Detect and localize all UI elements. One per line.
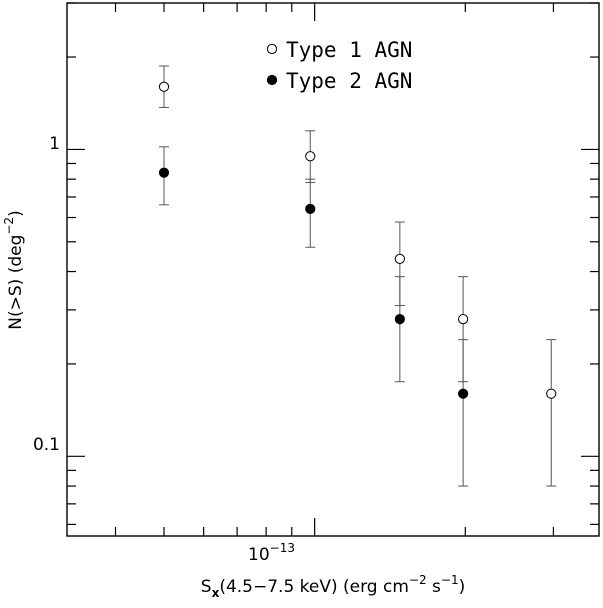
y-axis-title: N(>S) (deg−2) xyxy=(2,210,26,329)
series-2 xyxy=(158,146,469,487)
x-title-mid2: s xyxy=(427,577,441,597)
legend-label: Type 2 AGN xyxy=(286,69,412,93)
data-point xyxy=(458,388,469,399)
data-point xyxy=(458,313,469,325)
x-title-mid: (4.5−7.5 keV) (erg cm xyxy=(219,577,409,597)
legend-marker xyxy=(266,43,278,55)
x-axis-ticks xyxy=(114,3,555,536)
x-tick-label: 10−13 xyxy=(248,541,295,565)
legend: Type 1 AGN Type 2 AGN xyxy=(266,38,412,93)
x-title-sub: x xyxy=(212,586,220,600)
x-tick-label-base: 10 xyxy=(248,545,270,565)
y-axis-ticks xyxy=(67,2,599,526)
data-point xyxy=(158,167,170,178)
y-title-main: N(>S) (deg xyxy=(6,235,26,330)
series-layer xyxy=(158,65,557,487)
y-title-exp: −2 xyxy=(2,217,16,235)
data-point xyxy=(305,203,316,215)
y-tick-label-1: 1 xyxy=(49,134,60,154)
x-axis-title: Sx(4.5−7.5 keV) (erg cm−2 s−1) xyxy=(201,573,465,600)
x-title-exp2: −1 xyxy=(441,573,459,587)
y-tick-label-0.1: 0.1 xyxy=(33,435,60,455)
plot-frame xyxy=(66,2,600,537)
legend-marker xyxy=(266,74,278,86)
y-title-suffix: ) xyxy=(6,210,26,217)
x-title-prefix: S xyxy=(201,577,212,597)
data-point xyxy=(394,253,405,264)
data-point xyxy=(158,81,170,92)
data-point xyxy=(546,388,557,399)
series-1 xyxy=(158,65,557,487)
data-point xyxy=(305,151,316,162)
data-point xyxy=(394,313,405,325)
x-title-exp1: −2 xyxy=(409,573,427,587)
legend-label: Type 1 AGN xyxy=(286,38,412,62)
x-title-suffix: ) xyxy=(459,577,466,597)
x-tick-label-exp: −13 xyxy=(270,541,295,555)
